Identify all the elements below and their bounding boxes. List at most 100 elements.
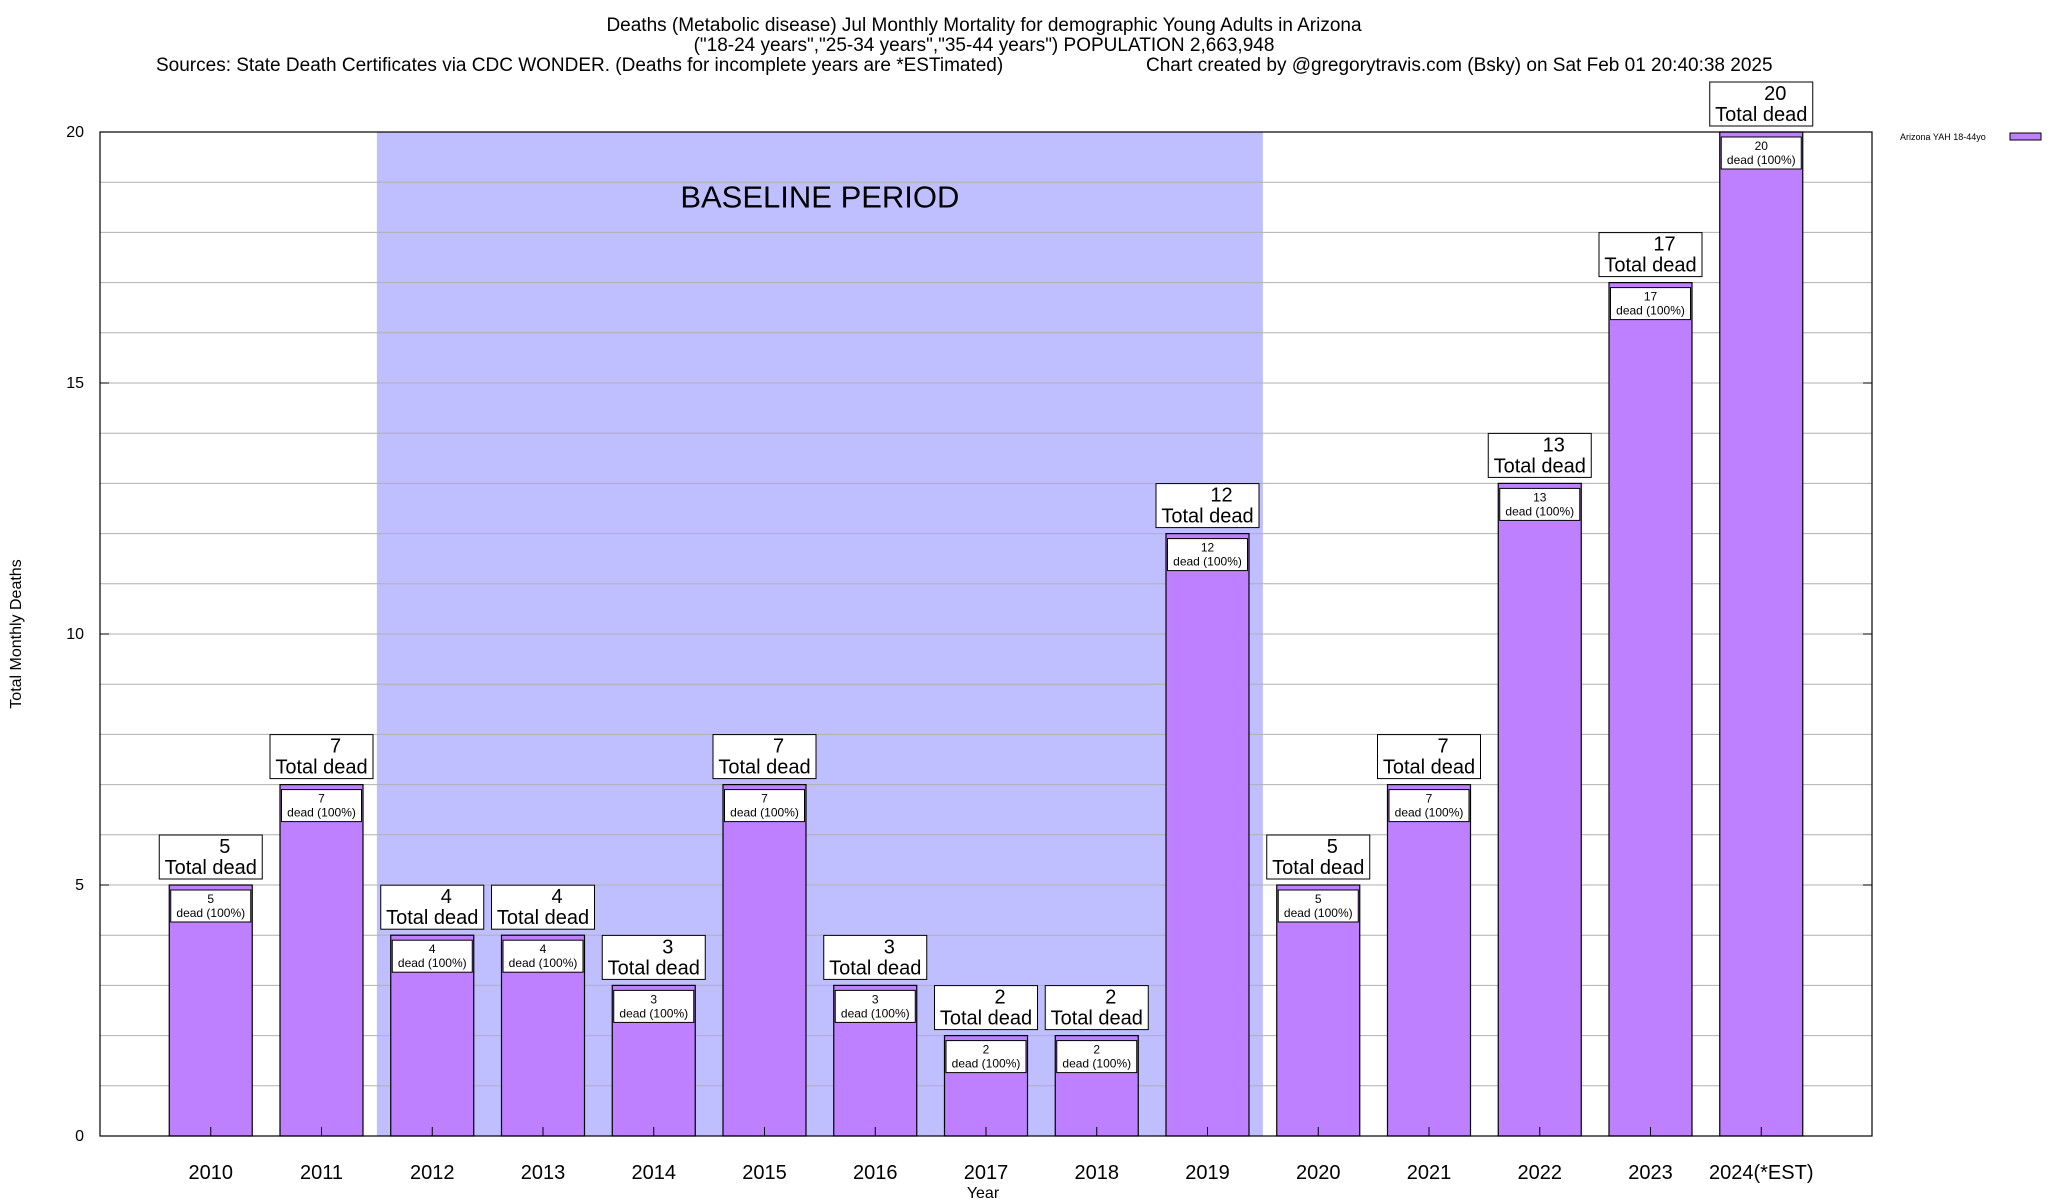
chart-credit: Chart created by @gregorytravis.com (Bsk… [1146, 55, 1773, 76]
bar-top-text: Total dead [275, 757, 367, 779]
bar-top-label-box [712, 734, 817, 780]
bar [1719, 131, 1804, 1137]
bar-top-label-box [1044, 985, 1149, 1031]
bar-top-text: Total dead [829, 957, 921, 979]
y-axis-label: Total Monthly Deaths [8, 559, 25, 708]
bar-inner-value: 17 [1644, 290, 1658, 304]
bar-inner-text: dead (100%) [509, 956, 578, 970]
bar-inner-value: 7 [318, 792, 325, 806]
bar-top-value: 12 [1210, 485, 1232, 507]
y-tick-label: 15 [66, 375, 84, 392]
bar [168, 884, 253, 1137]
bar-inner-label-box [1277, 889, 1359, 923]
bar-inner-value: 2 [983, 1043, 990, 1057]
bar-inner-label-box [502, 939, 584, 973]
bar-top-label-box [491, 884, 595, 930]
y-tick-label: 10 [66, 626, 84, 643]
bar-top-value: 5 [219, 836, 230, 858]
bar [1276, 884, 1361, 1137]
chart-title-line-1: Deaths (Metabolic disease) Jul Monthly M… [606, 15, 1362, 36]
bar-top-label-box [1377, 734, 1481, 780]
x-tick-label: 2014 [632, 1162, 677, 1184]
bar-top-text: Total dead [497, 907, 589, 929]
bar-top-value: 3 [884, 936, 895, 958]
bar-inner-text: dead (100%) [176, 906, 245, 920]
x-tick-label: 2011 [300, 1162, 343, 1184]
bar-inner-label-box [1167, 538, 1248, 572]
bar-inner-label-box [945, 1040, 1027, 1074]
bar-inner-label-box [391, 939, 473, 973]
baseline-label: BASELINE PERIOD [680, 179, 959, 214]
bar-top-text: Total dead [1494, 455, 1586, 477]
chart-title-line-2: ("18-24 years","25-34 years","35-44 year… [694, 35, 1275, 56]
bar-top-text: Total dead [1383, 757, 1475, 779]
bar-top-label-box [1155, 483, 1260, 529]
bar-inner-label-box [724, 789, 805, 823]
bar [279, 783, 364, 1137]
y-tick-label: 20 [66, 124, 84, 141]
bar-top-text: Total dead [608, 957, 700, 979]
bar-inner-text: dead (100%) [1173, 555, 1242, 569]
bar-top-text: Total dead [1161, 506, 1253, 528]
bar-top-label-box [1598, 232, 1703, 278]
bar-inner-value: 12 [1201, 541, 1215, 555]
bar-top-label-box [380, 884, 485, 930]
bar-inner-label-box [834, 989, 916, 1023]
bar-top-value: 2 [1105, 987, 1116, 1009]
x-tick-label: 2016 [853, 1162, 898, 1184]
x-tick-label: 2024(*EST) [1709, 1162, 1814, 1184]
legend-label: Arizona YAH 18-44yo [1900, 132, 1986, 142]
legend: Arizona YAH 18-44yo [1900, 132, 2042, 142]
x-tick-label: 2012 [410, 1162, 455, 1184]
x-tick-label: 2020 [1296, 1162, 1341, 1184]
bar-inner-text: dead (100%) [841, 1006, 910, 1020]
bar-inner-label-box [1056, 1040, 1138, 1074]
bar-inner-text: dead (100%) [1062, 1057, 1131, 1071]
bar-inner-value: 4 [429, 942, 436, 956]
bar-inner-value: 3 [872, 992, 879, 1006]
x-tick-label: 2023 [1628, 1162, 1673, 1184]
bar [1386, 783, 1472, 1137]
bar [1497, 482, 1582, 1137]
bar-top-label-box [1487, 432, 1592, 478]
bar-top-text: Total dead [718, 757, 810, 779]
y-tick-label: 0 [75, 1128, 84, 1145]
bar-inner-text: dead (100%) [619, 1006, 688, 1020]
bar-inner-value: 5 [207, 892, 214, 906]
bar-top-value: 7 [1437, 736, 1448, 758]
bar-inner-label-box [1720, 136, 1802, 170]
bar-inner-value: 2 [1093, 1043, 1100, 1057]
bar-inner-text: dead (100%) [730, 806, 799, 820]
bar-top-label-box [823, 934, 928, 980]
bar-top-value: 3 [662, 936, 673, 958]
x-tick-label: 2010 [189, 1162, 234, 1184]
bar-top-value: 2 [994, 987, 1005, 1009]
bar-inner-text: dead (100%) [287, 806, 356, 820]
bar-top-label-box [934, 985, 1038, 1031]
bar-top-label-box [601, 934, 706, 980]
bar-inner-label-box [1388, 789, 1470, 823]
bar-inner-value: 7 [1426, 792, 1433, 806]
bar-inner-label-box [170, 889, 252, 923]
bar-top-value: 4 [441, 886, 452, 908]
x-tick-label: 2017 [964, 1162, 1009, 1184]
bar-inner-value: 4 [540, 942, 547, 956]
bar-top-value: 17 [1653, 234, 1675, 256]
bar-inner-text: dead (100%) [1727, 153, 1796, 167]
chart-sources: Sources: State Death Certificates via CD… [156, 55, 1003, 76]
bar-top-label-box [1266, 834, 1371, 880]
bar [1165, 532, 1250, 1137]
bar-top-text: Total dead [1051, 1008, 1143, 1030]
y-tick-label: 5 [75, 877, 84, 894]
bar-inner-text: dead (100%) [1284, 906, 1353, 920]
bar-top-value: 4 [551, 886, 562, 908]
bar [1608, 282, 1693, 1137]
bar-top-value: 13 [1543, 434, 1565, 456]
bar-top-text: Total dead [1604, 255, 1696, 277]
bar-top-value: 7 [773, 736, 784, 758]
bar-top-text: Total dead [165, 857, 257, 879]
bar-inner-text: dead (100%) [398, 956, 467, 970]
bar-inner-label-box [281, 789, 362, 823]
bar-inner-value: 7 [761, 792, 768, 806]
